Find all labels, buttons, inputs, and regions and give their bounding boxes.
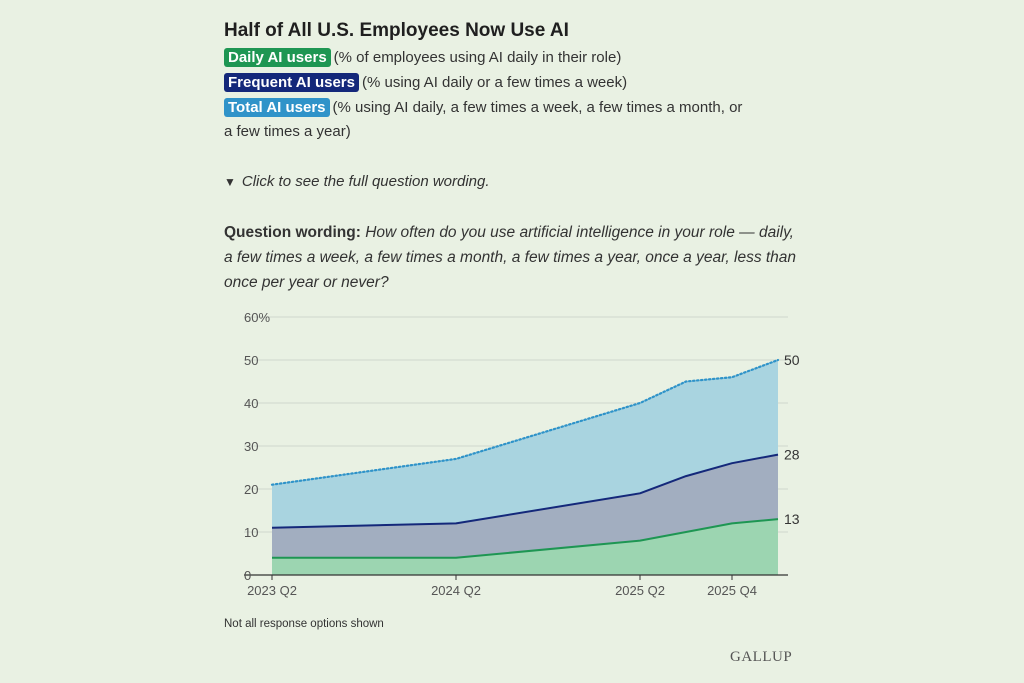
total-end-label: 50 (784, 352, 800, 368)
daily-line (272, 518, 779, 559)
x-tick-label: 2023 Q2 (247, 583, 297, 598)
y-tick-label: 40 (244, 396, 258, 411)
y-tick-labels: 60% 50 40 30 20 10 0 (244, 310, 270, 583)
x-tick-label: 2025 Q2 (615, 583, 665, 598)
area-fills (272, 360, 778, 575)
frequent-users-badge: Frequent AI users (224, 73, 359, 92)
daily-users-desc: (% of employees using AI daily in their … (333, 49, 622, 66)
total-line (270, 358, 780, 486)
daily-users-badge: Daily AI users (224, 48, 331, 67)
series-lines (270, 358, 780, 559)
question-toggle[interactable]: ▼ Click to see the full question wording. (224, 173, 490, 190)
gallup-logo: GALLUP (730, 649, 793, 665)
question-wording: Question wording: How often do you use a… (224, 220, 804, 295)
daily-area (272, 519, 778, 575)
question-label: Question wording: (224, 224, 361, 241)
total-users-desc-cont: a few times a year) (224, 123, 351, 140)
x-axis (244, 574, 788, 580)
y-tick-label: 20 (244, 482, 258, 497)
y-tick-label: 10 (244, 525, 258, 540)
x-tick-labels: 2023 Q2 2024 Q2 2025 Q2 2025 Q4 (247, 583, 757, 598)
chart-title: Half of All U.S. Employees Now Use AI (224, 20, 569, 41)
frequent-line (271, 453, 779, 529)
frequent-users-desc: (% using AI daily or a few times a week) (361, 74, 628, 91)
y-tick-label: 0 (244, 568, 251, 583)
triangle-down-icon: ▼ (224, 175, 236, 189)
frequent-end-label: 28 (784, 447, 800, 463)
footnote: Not all response options shown (224, 618, 384, 630)
total-users-desc: (% using AI daily, a few times a week, a… (332, 99, 743, 116)
question-toggle-label: Click to see the full question wording. (241, 173, 490, 190)
question-text: How often do you use artificial intellig… (224, 224, 797, 291)
x-tick-label: 2025 Q4 (707, 583, 757, 598)
legend-total-cont: a few times a year) (224, 123, 351, 140)
x-tick-label: 2024 Q2 (431, 583, 481, 598)
legend-daily: Daily AI users (% of employees using AI d… (224, 48, 621, 67)
total-users-badge: Total AI users (224, 98, 330, 117)
legend-frequent: Frequent AI users (% using AI daily or a … (224, 73, 627, 92)
y-tick-label: 50 (244, 353, 258, 368)
legend-total: Total AI users (% using AI daily, a few t… (224, 98, 742, 117)
daily-end-label: 13 (784, 511, 800, 527)
y-tick-label: 30 (244, 439, 258, 454)
y-tick-label: 60% (244, 310, 270, 325)
end-labels: 50 28 13 (784, 352, 800, 527)
